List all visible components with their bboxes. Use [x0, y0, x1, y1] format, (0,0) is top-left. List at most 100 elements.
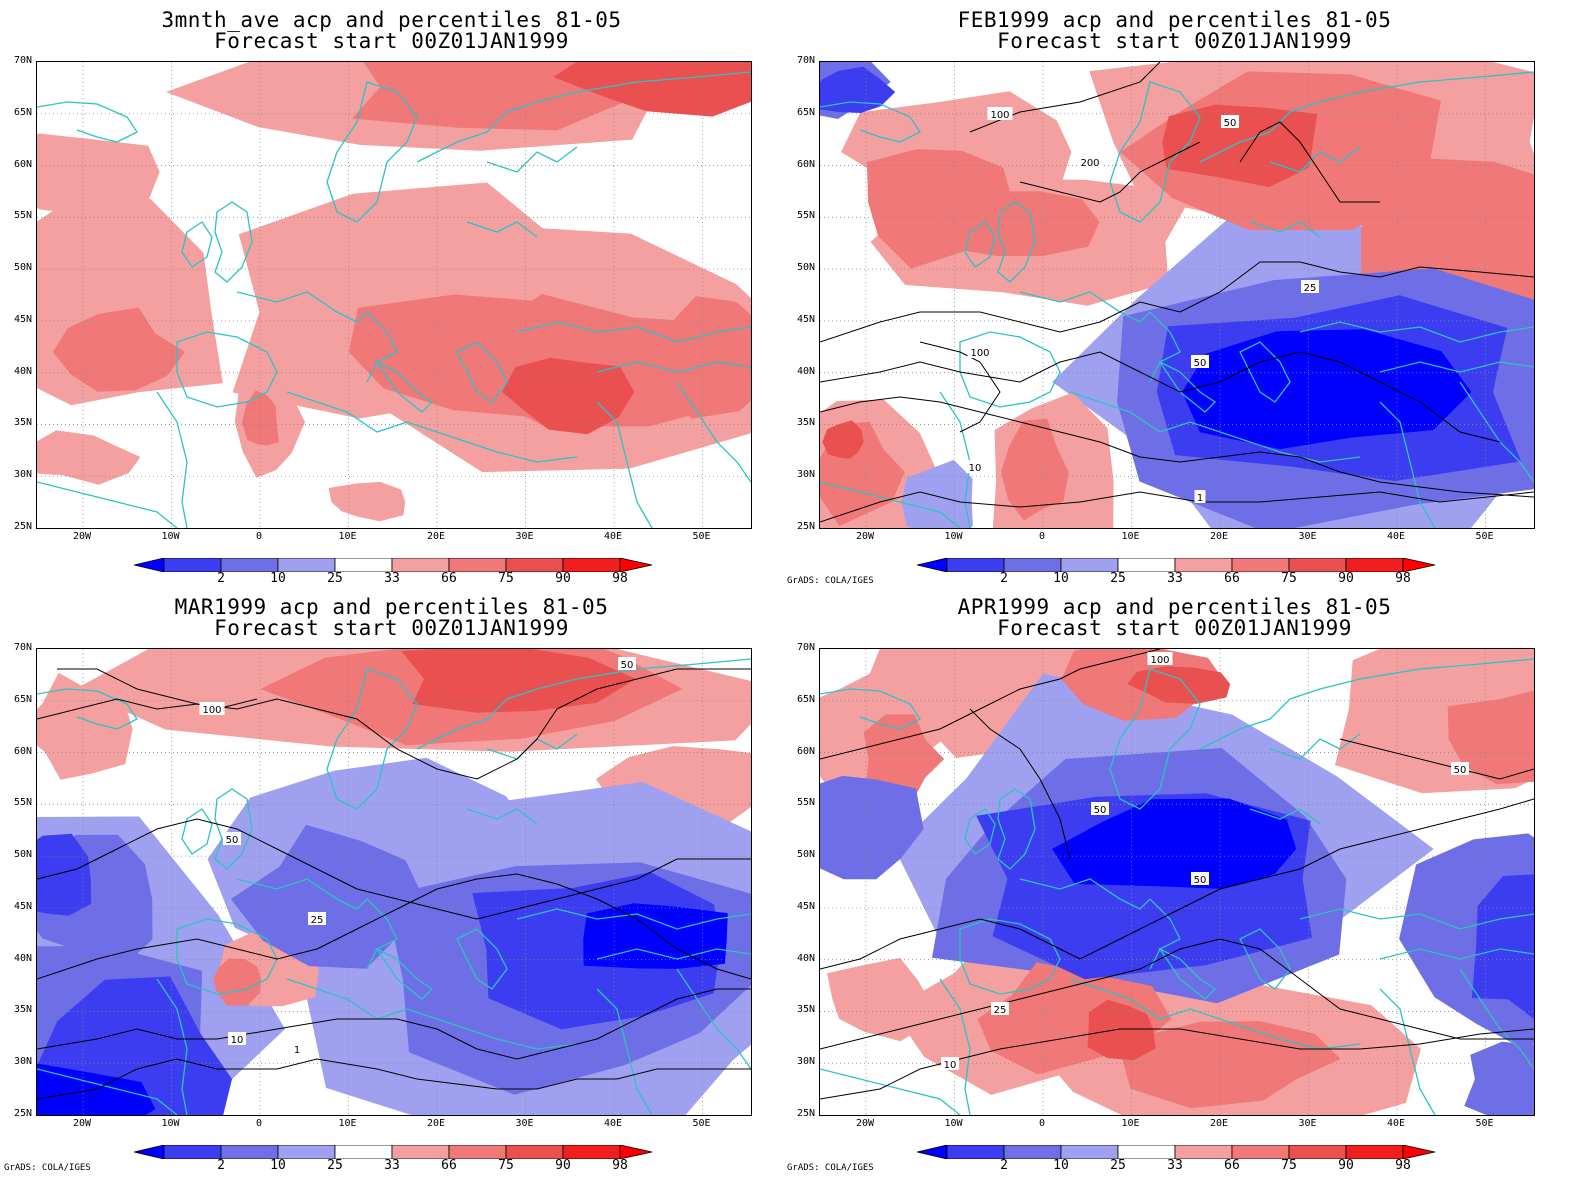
colorbar-label: 75 — [498, 1158, 514, 1173]
lat-label: 40N — [13, 365, 32, 377]
grid-lines — [37, 649, 751, 1115]
colorbar-bin — [1345, 1144, 1404, 1160]
lon-label: 20W — [855, 1118, 875, 1129]
lat-label: 70N — [13, 642, 32, 653]
colorbar-bin — [505, 1144, 564, 1160]
lon-label: 30E — [1298, 531, 1317, 542]
colorbar-label: 90 — [555, 571, 571, 586]
grid-lines — [37, 62, 751, 528]
colorbar-bin — [1117, 1144, 1176, 1160]
colorbar-bin — [1003, 557, 1062, 573]
colorbar-label: 10 — [270, 571, 286, 586]
lat-label: 30N — [796, 469, 815, 481]
contour-line — [820, 351, 1501, 443]
panel-title: APR1999 acp and percentiles 81-05 — [957, 595, 1392, 619]
lon-label: 40E — [603, 531, 623, 542]
map-panel-4: APR1999 acp and percentiles 81-05 Forecas… — [783, 587, 1566, 1174]
lon-label: 0 — [1038, 1118, 1046, 1129]
colorbar-label: 98 — [612, 571, 628, 586]
colorbar-bin — [1288, 557, 1347, 573]
lon-label: 50E — [1475, 531, 1494, 542]
colorbar-label: 75 — [498, 571, 514, 586]
lat-label: 35N — [796, 417, 815, 429]
lon-label: 20E — [426, 1118, 446, 1129]
colorbar-bin — [277, 557, 336, 573]
contour-line — [820, 396, 1534, 498]
contour-label: 10 — [941, 1057, 959, 1071]
contour-label: 10 — [966, 460, 984, 474]
svg-text:100: 100 — [970, 348, 989, 359]
above-normal-region — [1127, 666, 1231, 704]
colorbar: 2 10 25 33 66 75 90 98 — [916, 557, 1437, 589]
above-normal-region — [37, 430, 141, 485]
contour-line — [820, 938, 1534, 1050]
below-normal-region — [230, 824, 424, 969]
colorbar-label: 2 — [217, 1158, 225, 1173]
colorbar-label: 2 — [217, 571, 225, 586]
svg-text:50: 50 — [1224, 118, 1237, 129]
lat-label: 30N — [13, 469, 32, 481]
above-normal-region — [242, 390, 279, 446]
contour-label: 200 — [1077, 155, 1103, 169]
panel-subtitle: Forecast start 00Z01JAN1999 — [214, 616, 569, 640]
lon-label: 10W — [944, 531, 963, 542]
colorbar-label: 10 — [1053, 571, 1069, 586]
below-normal-region — [1464, 1041, 1534, 1115]
contour-label: 100 — [1147, 652, 1173, 666]
lat-label: 65N — [13, 693, 32, 705]
lon-label: 20W — [72, 1118, 92, 1129]
lon-label: 40E — [603, 1118, 623, 1129]
svg-text:50: 50 — [1194, 875, 1207, 886]
contour-label: 50 — [1191, 872, 1209, 886]
contour-line — [37, 873, 751, 980]
svg-text:10: 10 — [231, 1035, 244, 1046]
panel-subtitle: Forecast start 00Z01JAN1999 — [214, 29, 569, 53]
lon-label: 10W — [944, 1118, 963, 1129]
colorbar-bin — [448, 557, 507, 573]
colorbar-bin — [220, 1144, 279, 1160]
below-normal-region — [37, 833, 92, 916]
lon-label: 10W — [161, 531, 180, 542]
colorbar-label: 66 — [441, 571, 457, 586]
lat-label: 70N — [13, 55, 32, 66]
colorbar-label: 10 — [1053, 1158, 1069, 1173]
lat-label: 35N — [13, 1004, 32, 1016]
lon-label: 20E — [426, 531, 446, 542]
lon-label: 50E — [692, 1118, 711, 1129]
colorbar-bin — [448, 1144, 507, 1160]
lat-label: 30N — [13, 1056, 32, 1068]
contour-label: 50 — [1221, 115, 1239, 129]
lat-label: 50N — [796, 262, 815, 274]
credit-text: GrADS: COLA/IGES — [787, 576, 874, 586]
lat-label: 35N — [13, 417, 32, 429]
contour-line — [820, 798, 1534, 970]
map-area: 25 10 1 50 100 200 100 50 — [819, 61, 1535, 529]
colorbar: 2 10 25 33 66 75 90 98 — [916, 1144, 1437, 1176]
lon-label: 20W — [855, 531, 875, 542]
above-normal-region — [1447, 690, 1534, 785]
above-normal-region — [822, 420, 864, 459]
contour-label: 1 — [291, 1042, 303, 1056]
lat-label: 50N — [796, 849, 815, 861]
panel-title: MAR1999 acp and percentiles 81-05 — [174, 595, 609, 619]
lat-label: 60N — [13, 745, 32, 757]
lat-label: 60N — [796, 745, 815, 757]
above-normal-region — [502, 357, 635, 435]
svg-text:50: 50 — [621, 660, 634, 671]
above-normal-region — [553, 62, 751, 117]
colorbar-label: 33 — [384, 1158, 400, 1173]
svg-text:200: 200 — [1080, 158, 1099, 169]
lon-label: 20E — [1209, 1118, 1229, 1129]
grid-lines — [820, 649, 1534, 1115]
coastlines — [820, 658, 1534, 1115]
lat-label: 60N — [796, 158, 815, 170]
lat-label: 40N — [13, 952, 32, 964]
svg-text:25: 25 — [994, 1005, 1007, 1016]
lon-label: 40E — [1386, 531, 1406, 542]
lat-label: 50N — [13, 849, 32, 861]
contour-label: 50 — [618, 657, 636, 671]
colorbar-bin — [334, 1144, 393, 1160]
svg-text:100: 100 — [1150, 655, 1169, 666]
colorbar-bin — [391, 557, 450, 573]
lat-label: 25N — [13, 521, 32, 532]
